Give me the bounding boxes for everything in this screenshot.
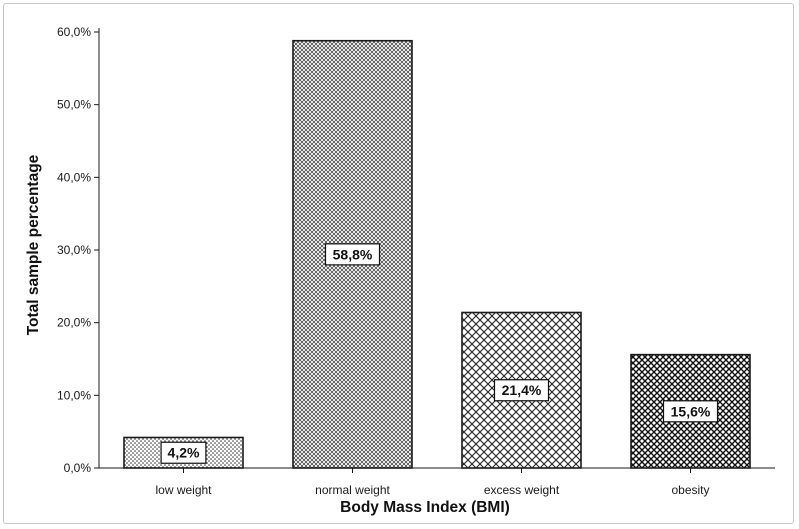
y-axis: 0,0% 10,0% 20,0% 30,0% 40,0% 50,0% 60,0% bbox=[57, 25, 100, 475]
x-tick-label: normal weight bbox=[315, 483, 390, 497]
y-tick-label: 50,0% bbox=[57, 98, 91, 112]
data-label: 21,4% bbox=[502, 382, 542, 398]
data-label: 15,6% bbox=[671, 403, 711, 419]
y-tick-label: 10,0% bbox=[57, 388, 91, 402]
data-label-box bbox=[324, 243, 381, 266]
y-axis-title: Total sample percentage bbox=[25, 154, 42, 335]
chart-frame bbox=[3, 3, 794, 524]
y-tick-label: 30,0% bbox=[57, 243, 91, 257]
x-axis-title: Body Mass Index (BMI) bbox=[340, 499, 510, 516]
x-tick-label: obesity bbox=[671, 483, 709, 497]
data-label-box bbox=[493, 379, 550, 402]
data-label-box bbox=[160, 441, 207, 464]
data-label: 4,2% bbox=[168, 445, 200, 461]
data-label-box bbox=[662, 400, 719, 423]
x-tick-label: excess weight bbox=[484, 483, 560, 497]
x-tick-label: low weight bbox=[155, 483, 212, 497]
y-tick-label: 40,0% bbox=[57, 170, 91, 184]
y-tick-label: 60,0% bbox=[57, 25, 91, 39]
y-tick-label: 20,0% bbox=[57, 316, 91, 330]
x-axis: low weight normal weight excess weight obes… bbox=[99, 467, 775, 497]
y-tick-label: 0,0% bbox=[64, 461, 92, 475]
data-label: 58,8% bbox=[333, 246, 373, 262]
bars-group: 4,2% 58,8% 21,4% 15,6% bbox=[123, 39, 751, 469]
